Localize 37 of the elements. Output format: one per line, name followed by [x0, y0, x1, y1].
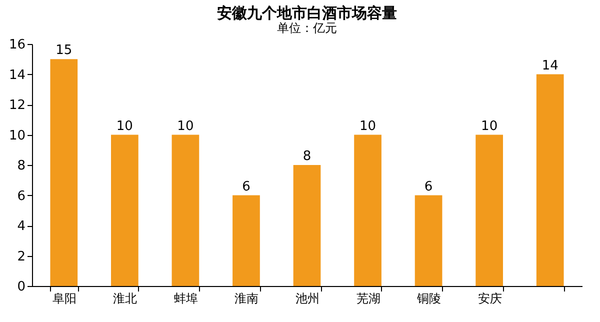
data-label: 6 [424, 179, 433, 194]
bar [111, 134, 138, 286]
x-tick-label: 芜湖 [356, 292, 380, 306]
y-tick-label: 0 [17, 280, 26, 294]
data-label: 6 [242, 179, 250, 194]
data-label: 10 [177, 118, 194, 134]
bar [536, 74, 564, 286]
bar [50, 59, 78, 286]
y-tick-label: 16 [8, 38, 26, 52]
y-tick-label: 2 [17, 249, 26, 264]
bar [354, 134, 382, 286]
y-tick-label: 12 [8, 98, 26, 113]
y-tick-label: 4 [17, 219, 26, 234]
data-label: 10 [481, 118, 498, 134]
chart-title: 安徽九个地市白酒市场容量 [217, 4, 397, 22]
x-tick-label: 铜陵 [416, 292, 442, 306]
y-tick-label: 14 [8, 68, 26, 83]
y-tick-label: 6 [17, 188, 26, 204]
data-label: 15 [56, 43, 72, 58]
x-tick-label: 蚌埠 [174, 292, 198, 306]
x-tick-label: 淮北 [113, 292, 138, 306]
data-label: 10 [360, 118, 376, 134]
x-tick-label: 阜阳 [52, 292, 76, 306]
bar [232, 195, 260, 286]
data-label: 14 [542, 58, 558, 74]
bar [476, 134, 503, 286]
y-tick-label: 10 [8, 128, 26, 144]
x-tick-label: 淮南 [234, 292, 259, 306]
x-tick-label: 池州 [296, 292, 320, 306]
data-label: 10 [116, 118, 133, 134]
x-tick-label: 安庆 [478, 292, 502, 306]
data-label: 8 [302, 149, 312, 164]
bar [293, 165, 321, 286]
text: 单位：亿元 [277, 21, 337, 35]
y-tick-label: 8 [17, 158, 26, 174]
bar [172, 134, 200, 286]
bar [414, 195, 442, 286]
